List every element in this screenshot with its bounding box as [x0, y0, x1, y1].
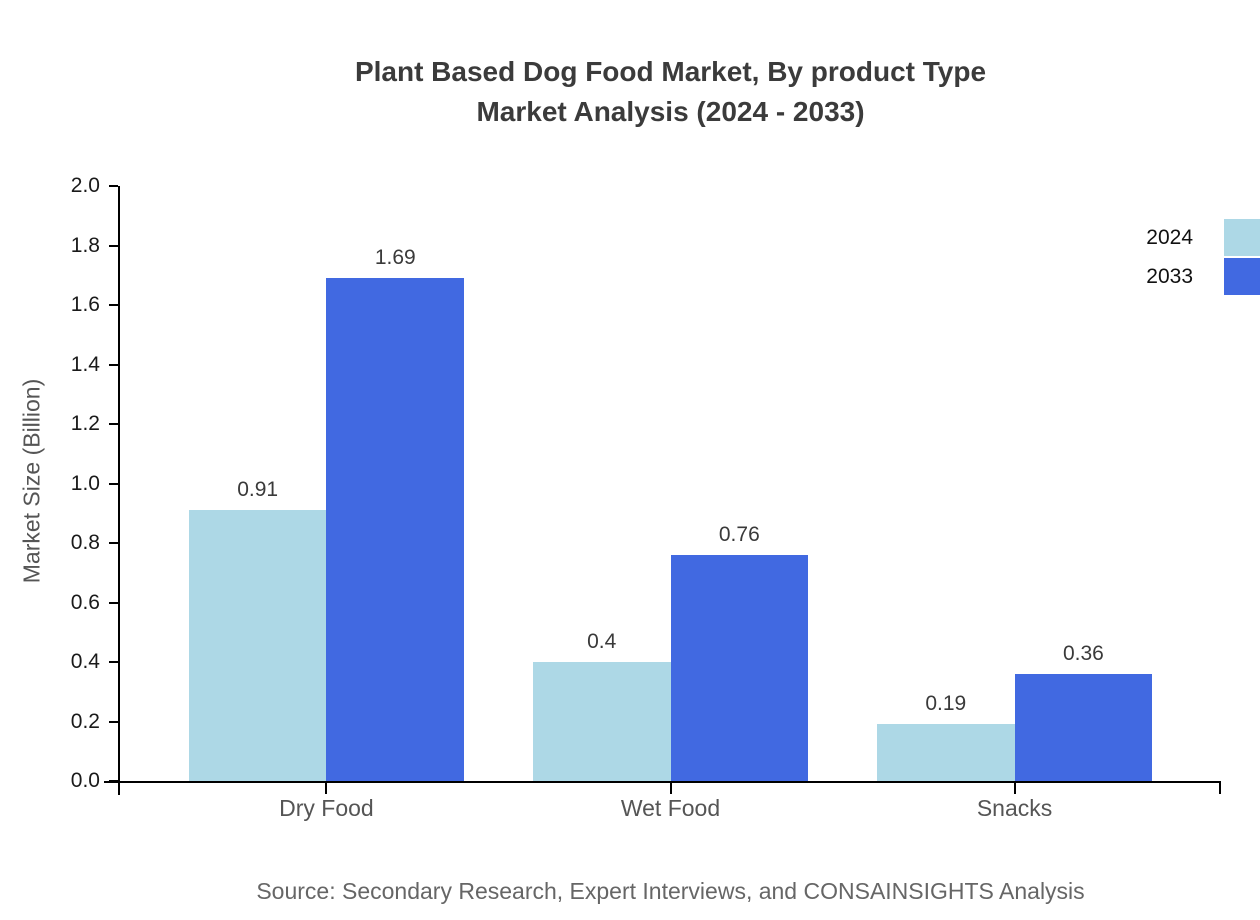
y-tick-label: 1.8 [70, 233, 100, 257]
x-tick-mark [1013, 783, 1016, 794]
chart-title-line-1: Plant Based Dog Food Market, By product … [354, 56, 987, 87]
y-tick-label: 0.2 [70, 709, 100, 733]
y-tick-mark [109, 661, 118, 663]
bar-value-label-2033-wet-food: 0.76 [718, 522, 760, 546]
x-tick-label-dry-food: Dry Food [279, 795, 374, 821]
x-tick-label-snacks: Snacks [976, 795, 1053, 821]
y-tick-mark [109, 601, 118, 604]
bar-value-label-2033-dry-food: 1.69 [374, 246, 416, 270]
x-tick-mark [325, 783, 328, 794]
y-tick-label: 1.2 [70, 412, 100, 435]
source-note: Source: Secondary Research, Expert Inter… [256, 878, 1085, 904]
y-tick-label: 1.0 [70, 471, 100, 495]
y-tick-mark [109, 244, 118, 247]
y-tick-label: 2.0 [70, 174, 100, 197]
plot-area: 0.0 0.2 0.4 0.6 0.8 1.0 1.2 1.4 1.6 1.8 2.0 Dry Foo… [71, 174, 1221, 821]
x-axis-end-tick [1219, 783, 1221, 794]
legend-item-2024: 2024 [1146, 219, 1260, 256]
bar-2024-snacks [876, 724, 1015, 781]
legend-label-2024: 2024 [1146, 225, 1193, 249]
legend-label-2033: 2033 [1146, 264, 1193, 288]
y-tick-label: 0.0 [70, 769, 100, 792]
y-tick-mark [109, 304, 118, 306]
y-tick-mark [109, 423, 118, 425]
y-tick-mark [109, 780, 118, 782]
y-tick-label: 0.8 [70, 531, 100, 554]
y-tick-mark [109, 720, 118, 723]
y-axis-spine [118, 186, 120, 795]
bar-2024-dry-food [188, 510, 327, 781]
x-tick-label-wet-food: Wet Food [620, 795, 721, 821]
bar-2033-dry-food [326, 278, 465, 781]
legend: 2024 2033 [1146, 219, 1260, 295]
bar-2024-wet-food [532, 662, 671, 781]
y-tick-mark [109, 363, 118, 366]
bar-2033-wet-food [670, 554, 809, 781]
bar-value-label-2024-snacks: 0.19 [925, 692, 967, 716]
y-tick-label: 1.6 [70, 293, 100, 316]
legend-swatch-2033 [1224, 258, 1260, 295]
bar-value-label-2024-wet-food: 0.4 [587, 630, 617, 653]
y-tick-label: 0.6 [70, 590, 100, 614]
x-tick-mark [669, 783, 672, 794]
y-tick-label: 0.4 [70, 650, 100, 673]
legend-item-2033: 2033 [1146, 258, 1260, 295]
legend-swatch-2024 [1224, 219, 1260, 256]
y-tick-mark [109, 542, 118, 544]
y-tick-label: 1.4 [70, 352, 100, 376]
bar-value-label-2024-dry-food: 0.91 [237, 478, 279, 502]
bar-value-label-2033-snacks: 0.36 [1062, 641, 1104, 665]
y-tick-mark [109, 482, 118, 485]
chart-title-line-2: Market Analysis (2024 - 2033) [476, 96, 865, 127]
chart-title: Plant Based Dog Food Market, By product … [80, 52, 1260, 132]
bar-2033-snacks [1014, 673, 1153, 781]
y-tick-mark [109, 185, 118, 188]
x-axis-spine [104, 781, 1221, 783]
